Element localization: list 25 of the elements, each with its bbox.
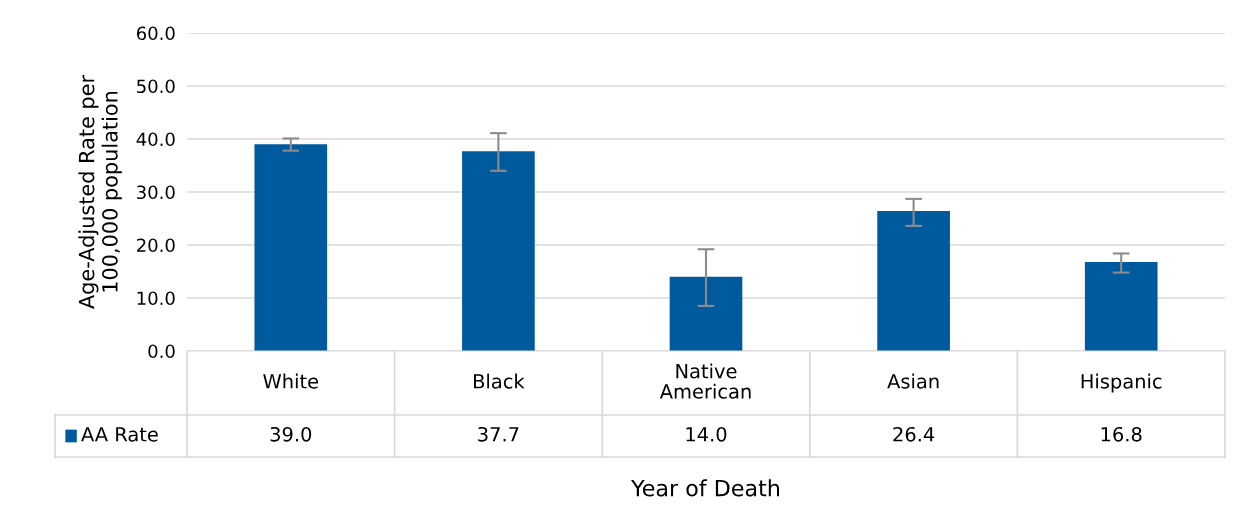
y-tick-label: 40.0 bbox=[136, 132, 175, 147]
data-label: 14.0 bbox=[686, 426, 727, 442]
y-tick-label: 50.0 bbox=[137, 79, 175, 94]
legend-label: AA Rate bbox=[81, 427, 158, 442]
x-tick-label: Asian bbox=[887, 373, 939, 389]
x-tick-label: White bbox=[263, 373, 319, 389]
data-label: 26.4 bbox=[893, 426, 935, 442]
data-label: 39.0 bbox=[270, 426, 312, 442]
y-tick-label: 20.0 bbox=[137, 238, 175, 253]
bar bbox=[1084, 261, 1158, 351]
data-label: 16.8 bbox=[1101, 426, 1142, 442]
data-label: 37.7 bbox=[478, 426, 519, 442]
bar bbox=[254, 144, 328, 351]
y-tick-label: 60.0 bbox=[136, 26, 175, 41]
bar bbox=[669, 276, 743, 351]
bar bbox=[462, 151, 535, 351]
x-tick-label: Native American bbox=[659, 363, 751, 399]
y-axis-title: Age-Adjusted Rate per 100,000 population bbox=[78, 74, 122, 309]
x-tick-label: Black bbox=[474, 373, 525, 389]
y-tick-label: 10.0 bbox=[137, 291, 175, 306]
y-tick-label: 0.0 bbox=[148, 344, 175, 359]
x-tick-label: Hispanic bbox=[1081, 373, 1162, 393]
bar bbox=[877, 211, 950, 351]
x-axis-title: Year of Death bbox=[631, 479, 780, 497]
y-tick-label: 30.0 bbox=[137, 185, 175, 200]
